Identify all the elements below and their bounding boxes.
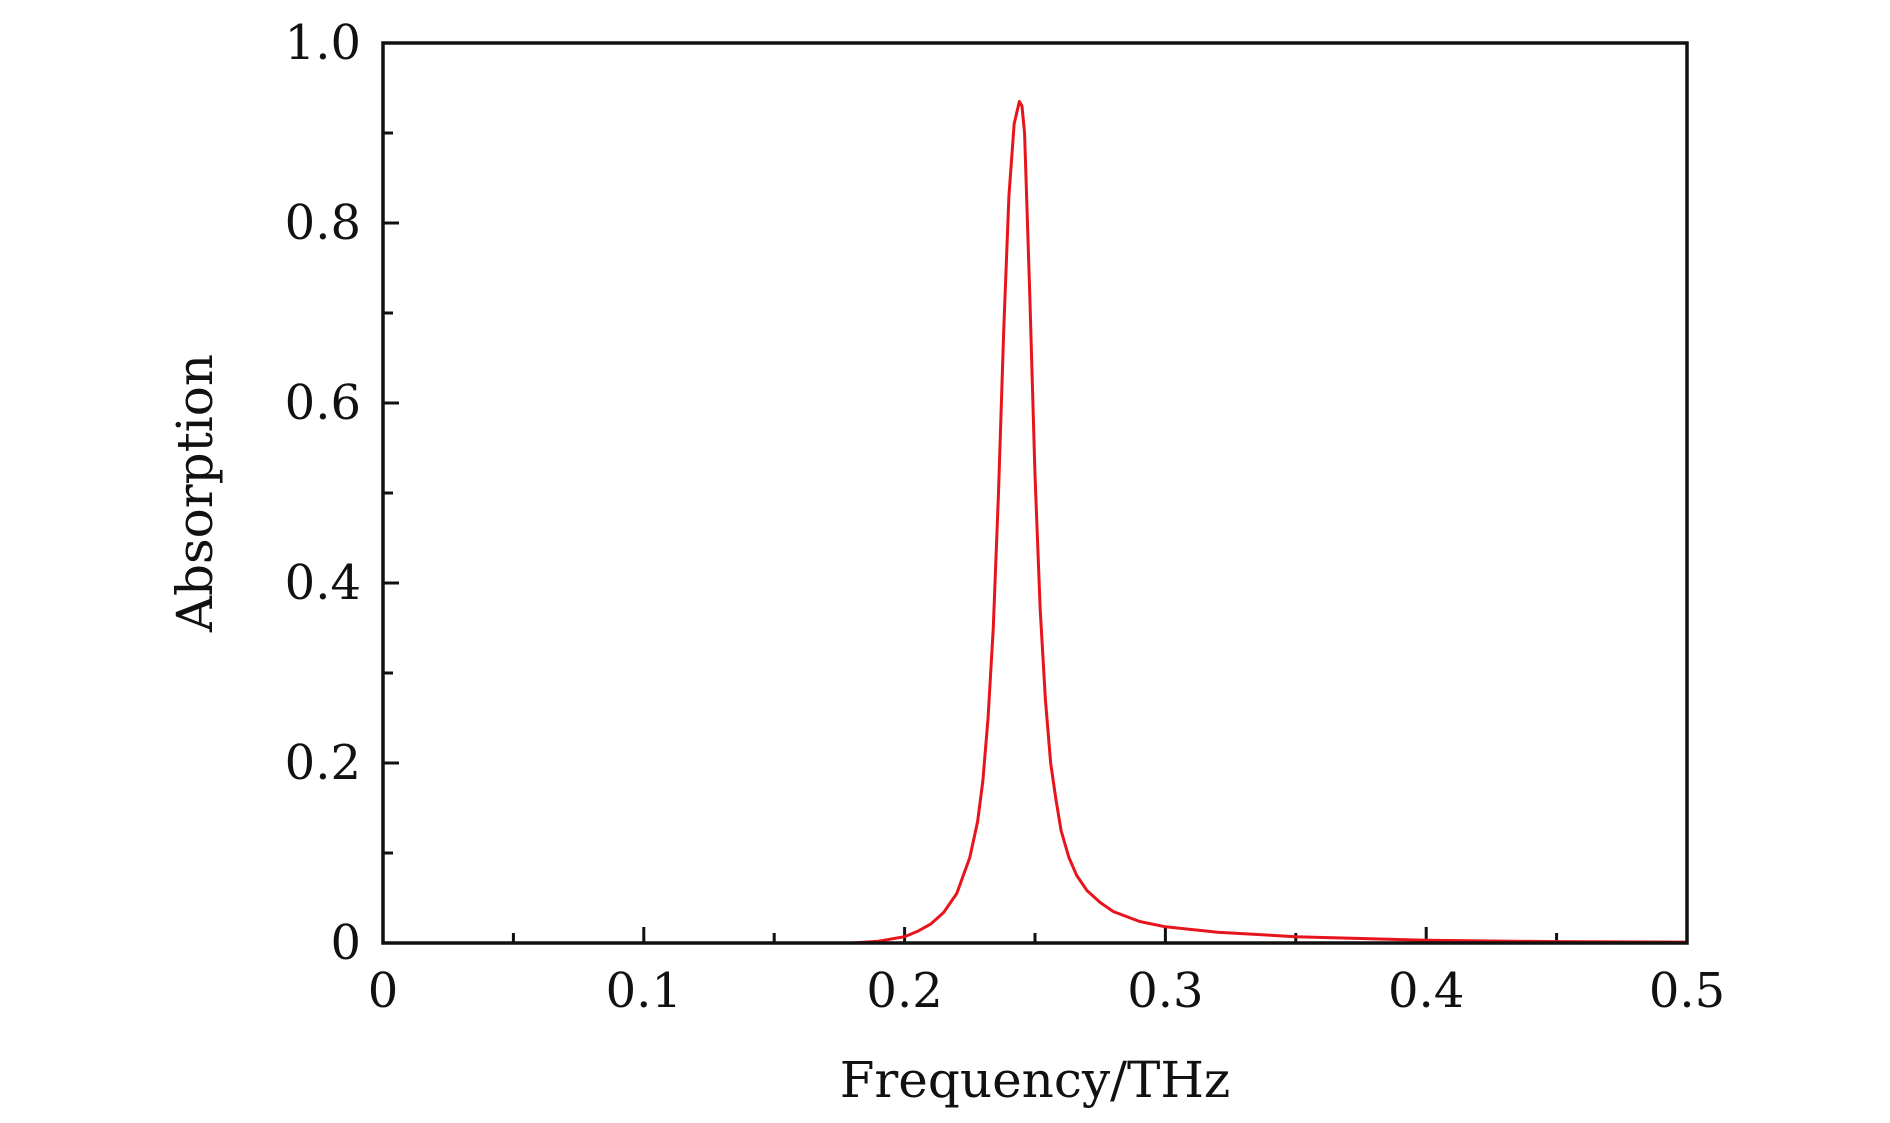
x-axis-title: Frequency/THz xyxy=(840,1051,1231,1109)
plot-frame xyxy=(381,41,1689,945)
x-tick-label: 0 xyxy=(368,963,399,1019)
y-tick-label: 0.4 xyxy=(285,555,361,611)
y-tick-label: 0 xyxy=(330,915,361,971)
x-tick-label: 0.5 xyxy=(1649,963,1725,1019)
x-tick-label: 0.2 xyxy=(866,963,942,1019)
y-tick-label: 1.0 xyxy=(285,15,361,71)
y-tick-label: 0.2 xyxy=(285,735,361,791)
plot-layer: 0 0.1 0.2 0.3 0.4 0.5 0 0.2 0.4 0.6 0.8 1.0 xyxy=(285,15,1726,1019)
absorption-series-line xyxy=(850,100,1689,945)
x-tick-label: 0.1 xyxy=(606,963,682,1019)
y-tick-label: 0.6 xyxy=(285,375,361,431)
x-tick-label: 0.4 xyxy=(1388,963,1464,1019)
y-tick-label: 0.8 xyxy=(285,195,361,251)
y-axis-title: Absorption xyxy=(166,354,224,633)
x-tick-label: 0.3 xyxy=(1127,963,1203,1019)
